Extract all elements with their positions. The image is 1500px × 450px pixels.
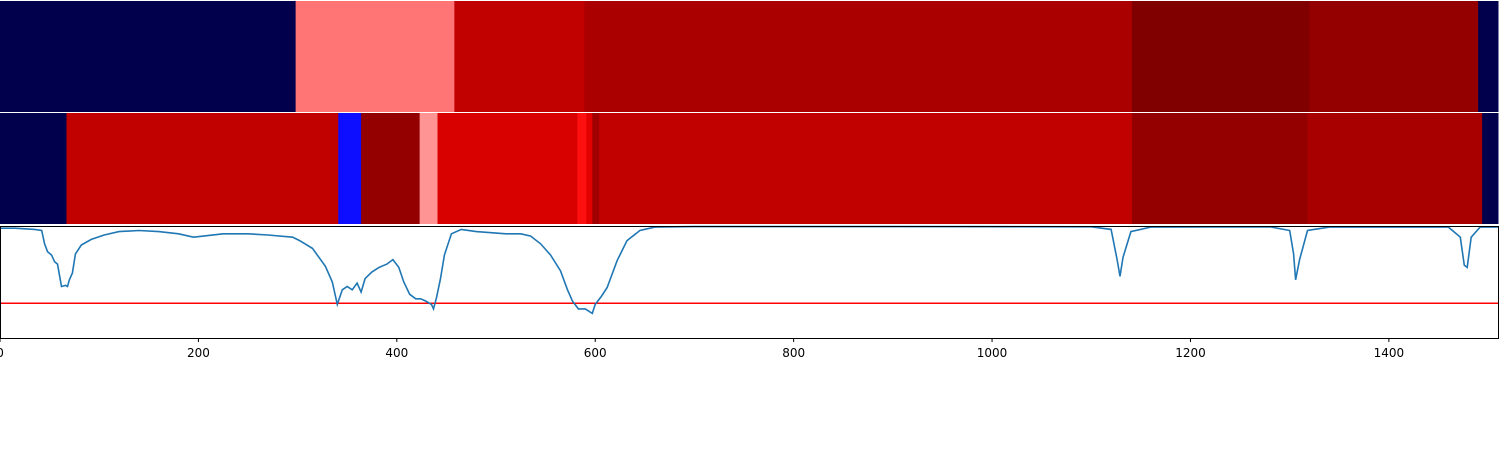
x-tick-label-6: 1200 xyxy=(1175,346,1206,360)
strip-1-segment-12 xyxy=(1482,113,1499,224)
strip-1-segment-7 xyxy=(586,113,593,224)
line-panel-frame xyxy=(0,226,1499,339)
x-tick-label-7: 1400 xyxy=(1374,346,1405,360)
x-axis: 0 200 400 600 800 1000 1200 1400 xyxy=(0,338,1404,360)
strip-1-segment-8 xyxy=(592,113,600,224)
strip-1-segment-11 xyxy=(1307,113,1483,224)
x-tick-label-5: 1000 xyxy=(977,346,1008,360)
segmentation-strip-top xyxy=(0,1,1499,112)
x-tick-label-2: 400 xyxy=(385,346,408,360)
strip-1-segment-2 xyxy=(338,113,362,224)
strip-1-segment-6 xyxy=(577,113,587,224)
strip-1-segment-5 xyxy=(437,113,578,224)
x-tick-label-4: 800 xyxy=(782,346,805,360)
strip-0-segment-5 xyxy=(1309,1,1479,112)
strip-1-segment-3 xyxy=(361,113,421,224)
strip-0-segment-0 xyxy=(0,1,297,112)
x-tick-label-3: 600 xyxy=(584,346,607,360)
x-tick-label-0: 0 xyxy=(0,346,4,360)
strip-0-segment-4 xyxy=(1131,1,1311,112)
strip-1-segment-10 xyxy=(1131,113,1309,224)
strip-1-segment-0 xyxy=(0,113,67,224)
series-line xyxy=(0,225,1498,315)
strip-0-segment-2 xyxy=(454,1,585,112)
strip-0-segment-6 xyxy=(1478,1,1499,112)
x-tick-label-1: 200 xyxy=(187,346,210,360)
line-panel xyxy=(0,225,1499,339)
strip-1-segment-4 xyxy=(419,113,438,224)
strip-0-segment-3 xyxy=(584,1,1133,112)
strip-1-segment-9 xyxy=(599,113,1133,224)
strip-1-segment-1 xyxy=(66,113,339,224)
strip-0-segment-1 xyxy=(295,1,455,112)
segmentation-strip-bottom xyxy=(0,113,1499,224)
